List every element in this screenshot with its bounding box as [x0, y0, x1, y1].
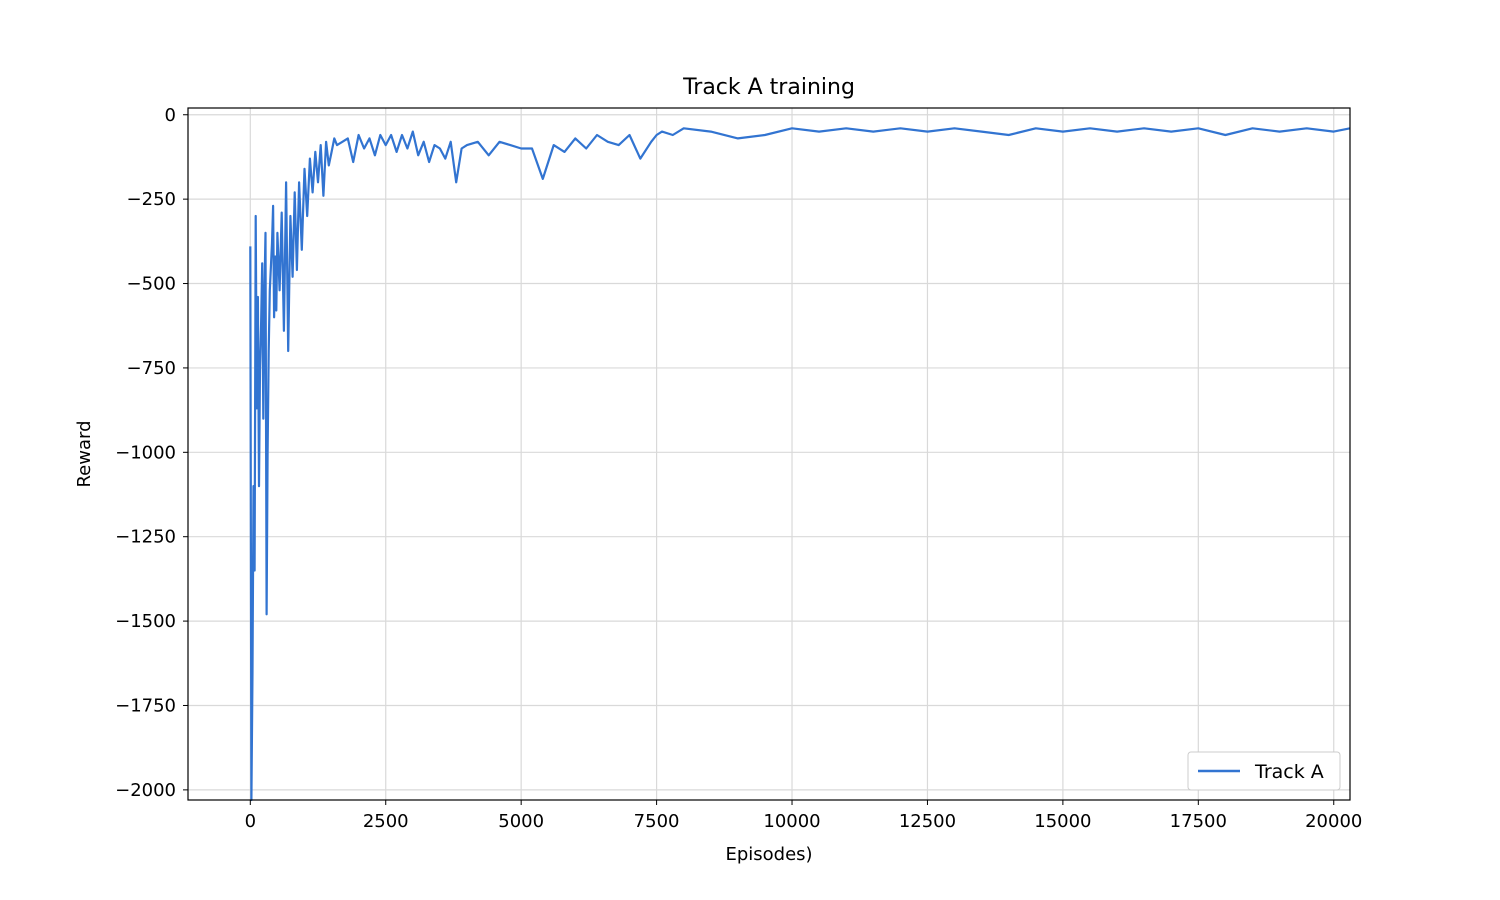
y-tick-label: −1750: [115, 695, 176, 716]
y-tick-label: −1250: [115, 527, 176, 548]
series-line-0: [249, 127, 1351, 802]
x-tick-label: 5000: [498, 811, 544, 832]
legend-label: Track A: [1254, 761, 1324, 783]
y-axis-label: Reward: [74, 420, 95, 487]
axis-ticks: 0 2500 5000 7500 10000 12500 15000 17500 20000 0 −…: [115, 105, 1362, 832]
plot-frame: [187, 107, 1351, 801]
legend: Track A: [1187, 751, 1341, 791]
y-tick-label: −1000: [115, 442, 176, 463]
x-tick-label: 12500: [899, 811, 956, 832]
y-tick-label: −500: [127, 274, 176, 295]
x-tick-label: 0: [245, 811, 256, 832]
y-tick-label: −2000: [115, 780, 176, 801]
y-tick-label: −750: [127, 358, 176, 379]
grid-lines: [188, 108, 1350, 800]
x-tick-label: 7500: [634, 811, 680, 832]
x-tick-label: 20000: [1305, 811, 1362, 832]
y-tick-label: −1500: [115, 611, 176, 632]
legend-box: [1187, 751, 1341, 791]
x-axis-label: Episodes): [725, 844, 812, 865]
x-tick-label: 17500: [1170, 811, 1227, 832]
chart-title: Track A training: [682, 75, 855, 100]
series-layer: [249, 127, 1351, 802]
x-tick-label: 10000: [763, 811, 820, 832]
x-tick-label: 15000: [1034, 811, 1091, 832]
x-tick-label: 2500: [363, 811, 409, 832]
y-tick-label: −250: [127, 189, 176, 210]
y-tick-label: 0: [165, 105, 176, 126]
